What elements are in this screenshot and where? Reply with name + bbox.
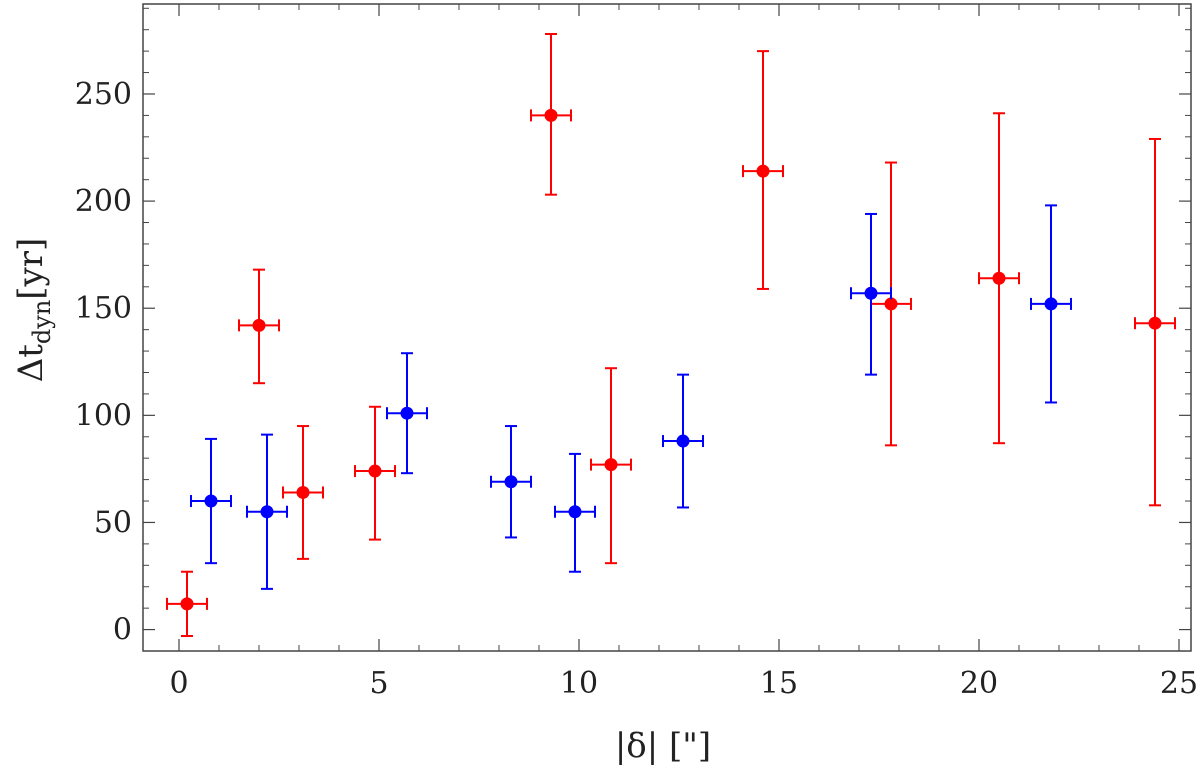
data-point: [884, 297, 898, 311]
data-point: [368, 464, 382, 478]
y-tick-label: 50: [94, 505, 132, 540]
x-axis-title: |δ| ["]: [615, 726, 711, 766]
x-tick-label: 0: [169, 666, 188, 701]
plot-area-border: [142, 3, 1192, 652]
series-red: [166, 32, 1176, 638]
data-point: [864, 286, 878, 300]
x-tick-label: 15: [760, 666, 798, 701]
data-point: [296, 485, 310, 499]
y-axis-title-unit: [yr]: [11, 238, 51, 300]
series-blue: [190, 204, 1072, 590]
x-tick-label: 25: [1160, 666, 1198, 701]
data-point: [252, 318, 266, 332]
y-tick-label: 200: [75, 184, 132, 219]
data-point: [544, 108, 558, 122]
data-point: [260, 505, 274, 519]
y-axis-title: Δtdyn[yr]: [11, 238, 56, 383]
y-tick-label: 100: [75, 398, 132, 433]
data-series: [166, 32, 1176, 638]
data-point: [756, 164, 770, 178]
data-point: [604, 458, 618, 472]
data-point: [504, 475, 518, 489]
data-point: [676, 434, 690, 448]
plot-frame: [142, 3, 1192, 652]
data-point: [180, 597, 194, 611]
data-point: [204, 494, 218, 508]
x-tick-label: 5: [369, 666, 388, 701]
x-tick-label: 10: [560, 666, 598, 701]
y-tick-label: 0: [113, 613, 132, 648]
data-point: [400, 406, 414, 420]
data-point: [992, 271, 1006, 285]
y-tick-label: 250: [75, 77, 132, 112]
data-point: [1044, 297, 1058, 311]
data-point: [568, 505, 582, 519]
data-point: [1148, 316, 1162, 330]
x-tick-label: 20: [960, 666, 998, 701]
y-axis-title-main: Δt: [11, 344, 51, 383]
y-axis-title-sub: dyn: [28, 300, 56, 344]
y-tick-label: 150: [75, 291, 132, 326]
